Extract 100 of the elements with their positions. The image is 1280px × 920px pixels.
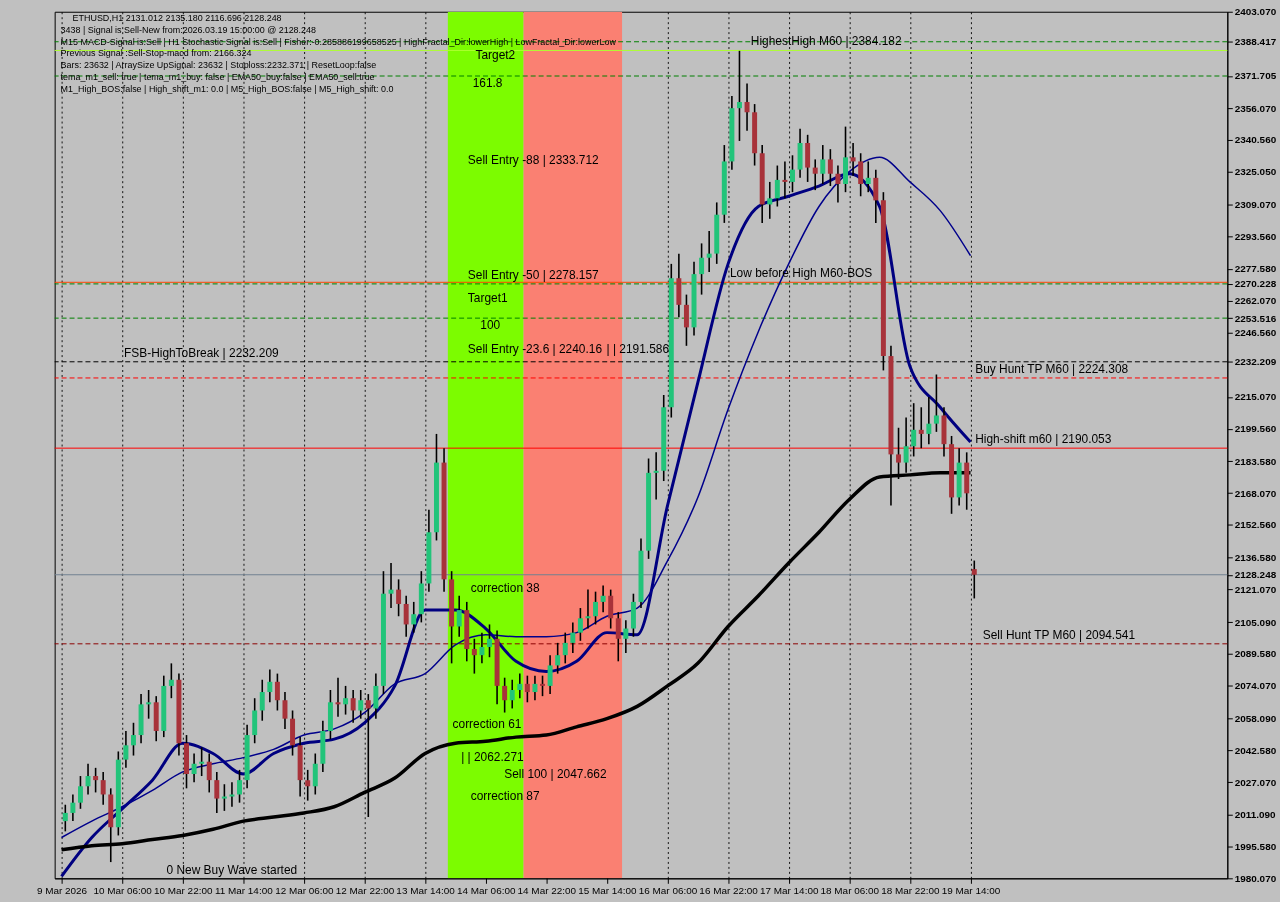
- candlestick: [827, 148, 833, 187]
- x-tick-label: 13 Mar 14:00: [396, 884, 456, 896]
- x-tick-label: 12 Mar 06:00: [275, 884, 335, 896]
- y-tick-label: 2356.070: [1234, 102, 1277, 114]
- candlestick: [168, 662, 174, 699]
- candlestick: [774, 164, 780, 208]
- chart-title: ETHUSD,H1 2131.012 2135.180 2116.696 2128.248: [72, 12, 282, 23]
- y-tick-label: 2325.050: [1234, 166, 1277, 178]
- candlestick: [524, 674, 530, 704]
- y-tick-label: 2011.090: [1234, 809, 1277, 821]
- candlestick: [858, 152, 864, 198]
- candlestick: [388, 562, 394, 609]
- annotation: Sell Entry -23.6 | 2240.16: [467, 341, 603, 356]
- candlestick: [683, 293, 689, 347]
- x-tick-label: 10 Mar 06:00: [93, 884, 153, 896]
- candlestick: [456, 594, 462, 638]
- candlestick: [600, 584, 606, 613]
- candlestick: [517, 672, 523, 699]
- candlestick: [312, 752, 318, 796]
- candlestick: [199, 746, 205, 777]
- y-tick-label: 2246.560: [1234, 326, 1277, 338]
- y-tick-label: 1995.580: [1234, 841, 1277, 853]
- annotation: Buy Hunt TP M60 | 2224.308: [975, 362, 1129, 376]
- candlestick: [131, 721, 136, 757]
- y-tick-label: 2152.560: [1234, 519, 1277, 531]
- annotation: 100: [480, 317, 501, 332]
- y-tick-label: 2168.070: [1234, 487, 1277, 499]
- candlestick: [615, 611, 621, 663]
- annotation: 3438 | Signal is Sell-New from:2026.03.19 15:00:00 @ 2128.248: [60, 24, 317, 35]
- x-tick-label: 14 Mar 22:00: [517, 884, 577, 896]
- annotation: Sell Entry -88 | 2333.712: [467, 153, 600, 168]
- annotation: Bars: 23632 | ArraySize UpSignal: 23632 | Stoploss:2232.371 | ResetLoop:false: [60, 60, 377, 71]
- candlestick: [782, 160, 788, 200]
- candlestick: [562, 631, 568, 665]
- y-tick-label: 2262.070: [1234, 295, 1277, 307]
- x-tick-label: 12 Mar 22:00: [335, 884, 395, 896]
- candlestick: [577, 607, 583, 642]
- candlestick: [191, 752, 197, 783]
- x-tick-label: 9 Mar 2026: [36, 884, 88, 896]
- candlestick: [918, 406, 924, 450]
- y-tick-label: 2309.070: [1234, 198, 1277, 210]
- annotation: M1_High_BOS:false | High_shift_m1: 0.0 | M5_High_BOS:false | M5_High_shift: 0.0: [60, 84, 394, 95]
- candlestick: [282, 691, 288, 730]
- candlestick: [835, 164, 841, 204]
- annotation: Sell 100 | 2047.662: [504, 767, 607, 782]
- candlestick: [93, 767, 99, 794]
- candlestick: [373, 672, 379, 720]
- y-tick-label: 2089.580: [1234, 648, 1277, 660]
- candlestick: [736, 50, 742, 142]
- x-tick-label: 16 Mar 22:00: [699, 884, 759, 896]
- y-tick-label: 2136.580: [1234, 552, 1277, 564]
- y-tick-label: 2340.560: [1234, 134, 1277, 146]
- annotation: 0 New Buy Wave started: [166, 862, 298, 877]
- x-tick-label: 16 Mar 06:00: [638, 884, 698, 896]
- candlestick: [873, 168, 879, 224]
- candlestick: [585, 588, 591, 630]
- candlestick: [812, 158, 818, 191]
- candlestick: [146, 689, 152, 720]
- candlestick: [532, 674, 538, 702]
- candlestick: [221, 783, 227, 812]
- y-tick-label: 2183.580: [1234, 455, 1277, 467]
- candlestick: [396, 578, 402, 618]
- candlestick: [411, 601, 417, 634]
- y-tick-label: 2371.705: [1234, 70, 1277, 82]
- candlestick: [487, 623, 492, 659]
- y-tick-label: 2105.090: [1234, 616, 1277, 628]
- candlestick: [767, 181, 773, 220]
- y-tick-label: 2277.580: [1234, 263, 1277, 275]
- y-tick-label: 2128.248: [1234, 569, 1277, 581]
- candlestick: [267, 668, 273, 704]
- candlestick: [593, 590, 599, 626]
- x-tick-label: 19 Mar 14:00: [941, 884, 1001, 896]
- candlestick: [547, 654, 553, 695]
- candlestick: [471, 637, 477, 675]
- candlestick: [502, 676, 508, 714]
- y-tick-label: 2270.228: [1234, 278, 1277, 290]
- x-tick-label: 10 Mar 22:00: [153, 884, 213, 896]
- annotation: correction 38: [470, 580, 540, 595]
- annotation: tema_m1_sell: true | tema_m1_buy: false | EMA50_buy:false | EMA50_sell:true: [60, 72, 375, 83]
- x-tick-label: 14 Mar 06:00: [456, 884, 516, 896]
- candlestick: [744, 82, 750, 132]
- y-tick-label: 2042.580: [1234, 744, 1277, 756]
- y-tick-label: 2199.560: [1234, 423, 1277, 435]
- y-tick-label: 2215.070: [1234, 391, 1277, 403]
- annotation: 161.8: [472, 75, 503, 90]
- candlestick: [623, 619, 629, 654]
- x-tick-label: 18 Mar 06:00: [820, 884, 880, 896]
- y-tick-label: 2293.560: [1234, 230, 1277, 242]
- y-tick-label: 2121.070: [1234, 583, 1277, 595]
- y-tick-label: 2027.070: [1234, 776, 1277, 788]
- annotation: | | 2062.271: [461, 749, 525, 764]
- candlestick: [100, 771, 106, 806]
- y-tick-label: 2253.516: [1234, 312, 1277, 324]
- y-tick-label: 2388.417: [1234, 36, 1277, 48]
- annotation: correction 87: [470, 788, 540, 803]
- candlestick: [343, 685, 349, 716]
- candlestick: [820, 144, 826, 185]
- candlestick: [77, 775, 83, 810]
- x-tick-label: 15 Mar 14:00: [578, 884, 638, 896]
- candlestick: [259, 678, 265, 722]
